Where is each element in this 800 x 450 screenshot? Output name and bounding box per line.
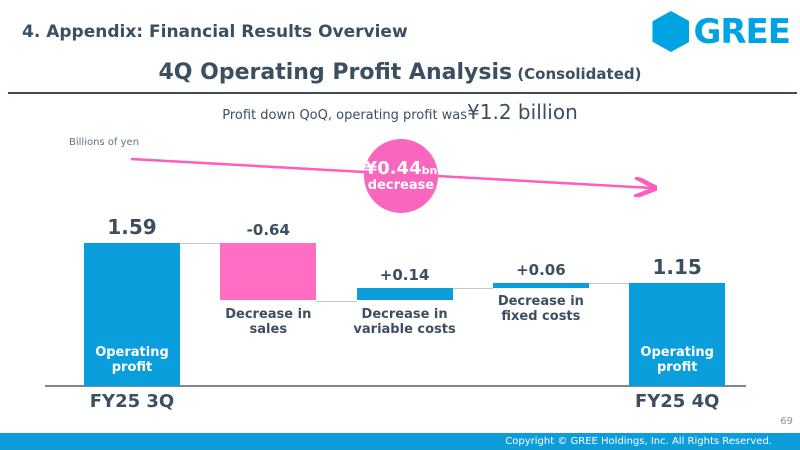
waterfall-bar-decrease-in-sales	[220, 242, 317, 301]
value-label-fy25-4q-operating-profit: 1.15	[652, 254, 702, 279]
footer-bar: Copyright © GREE Holdings, Inc. All Righ…	[0, 433, 800, 450]
connector-line-3	[588, 282, 630, 284]
gree-logo-text: GREE	[693, 11, 791, 52]
axis-label-fy25-3q-operating-profit: FY25 3Q	[89, 391, 175, 412]
decrease-annotation-badge: ¥0.44bn decrease	[364, 139, 438, 213]
connector-line-2	[452, 287, 493, 289]
gree-hexagon-icon	[652, 11, 690, 52]
below-label-decrease-in-variable-costs: Decrease in variable costs	[353, 306, 456, 337]
unit-label: Billions of yen	[69, 137, 140, 148]
breadcrumb: 4. Appendix: Financial Results Overview	[22, 22, 408, 42]
subtitle-highlight: ¥1.2 billion	[467, 100, 578, 124]
waterfall-bar-decrease-in-variable-costs	[356, 287, 453, 301]
below-label-decrease-in-fixed-costs: Decrease in fixed costs	[497, 293, 584, 324]
decrease-unit: bn	[421, 163, 438, 177]
decrease-value: ¥0.44	[364, 157, 422, 179]
waterfall-bar-fy25-4q-operating-profit	[629, 282, 726, 386]
subtitle-text: Profit down QoQ, operating profit was	[222, 108, 468, 123]
value-label-decrease-in-sales: -0.64	[246, 220, 290, 239]
connector-line-1	[316, 300, 357, 302]
page-title: 4Q Operating Profit Analysis (Consolidat…	[0, 60, 800, 85]
page-title-suffix: (Consolidated)	[512, 65, 642, 83]
x-axis-line	[45, 385, 746, 387]
copyright-text: Copyright © GREE Holdings, Inc. All Righ…	[505, 436, 772, 447]
subtitle: Profit down QoQ, operating profit was ¥1…	[0, 100, 800, 124]
gree-logo: GREE	[652, 11, 791, 52]
connector-line-0	[180, 242, 221, 244]
value-label-decrease-in-fixed-costs: +0.06	[516, 260, 566, 279]
page-title-main: 4Q Operating Profit Analysis	[158, 60, 513, 85]
page-number: 69	[780, 416, 793, 427]
decrease-label: decrease	[367, 177, 435, 193]
inner-label-fy25-3q-operating-profit: Operating profit	[95, 345, 169, 375]
inner-label-fy25-4q-operating-profit: Operating profit	[640, 345, 714, 375]
value-label-fy25-3q-operating-profit: 1.59	[107, 214, 157, 239]
below-label-decrease-in-sales: Decrease in sales	[225, 306, 312, 337]
waterfall-bar-fy25-3q-operating-profit	[84, 242, 180, 386]
axis-label-fy25-4q-operating-profit: FY25 4Q	[634, 391, 720, 412]
title-underline	[8, 92, 797, 94]
value-label-decrease-in-variable-costs: +0.14	[379, 265, 430, 284]
waterfall-bar-decrease-in-fixed-costs	[492, 282, 589, 288]
